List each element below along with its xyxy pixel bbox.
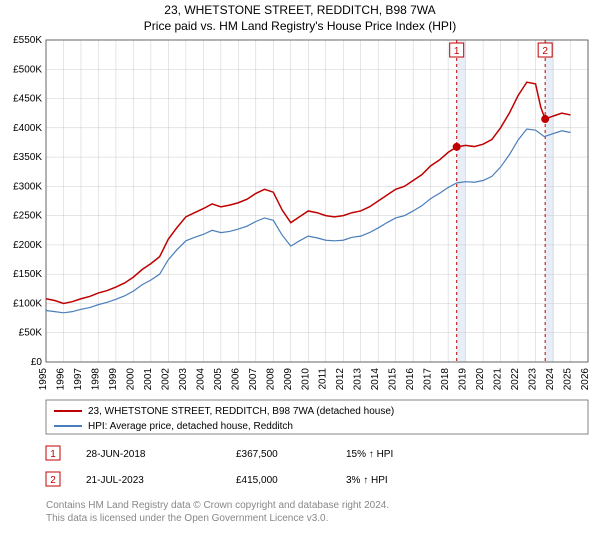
y-tick-label: £150K [13, 269, 42, 280]
x-tick-label: 2022 [510, 368, 521, 391]
x-tick-label: 2003 [178, 368, 189, 391]
x-tick-label: 2020 [475, 368, 486, 391]
sale-row-price: £415,000 [236, 475, 278, 486]
x-tick-label: 2002 [160, 368, 171, 391]
legend-label: 23, WHETSTONE STREET, REDDITCH, B98 7WA … [88, 406, 394, 417]
chart-title-line1: 23, WHETSTONE STREET, REDDITCH, B98 7WA [164, 3, 435, 17]
x-tick-label: 2018 [440, 368, 451, 391]
x-tick-label: 2007 [248, 368, 259, 391]
x-tick-label: 1998 [90, 368, 101, 391]
x-tick-label: 2012 [335, 368, 346, 391]
x-tick-label: 2010 [300, 368, 311, 391]
x-tick-label: 2005 [213, 368, 224, 391]
x-tick-label: 2017 [423, 368, 434, 391]
footer-text: Contains HM Land Registry data © Crown c… [46, 500, 389, 524]
y-tick-label: £100K [13, 298, 42, 309]
y-tick-label: £0 [31, 357, 43, 368]
sale-dot [453, 143, 461, 151]
x-tick-label: 2014 [370, 368, 381, 391]
y-tick-label: £200K [13, 240, 42, 251]
x-tick-label: 2011 [318, 368, 329, 390]
x-tick-label: 2026 [580, 368, 591, 391]
sale-dot [541, 115, 549, 123]
x-tick-label: 2025 [563, 368, 574, 391]
y-tick-label: £550K [13, 35, 42, 46]
y-tick-label: £450K [13, 94, 42, 105]
y-tick-label: £50K [19, 328, 43, 339]
x-tick-label: 2009 [283, 368, 294, 391]
x-tick-label: 2001 [143, 368, 154, 391]
x-tick-label: 2015 [388, 368, 399, 391]
x-tick-label: 2013 [353, 368, 364, 391]
y-tick-label: £500K [13, 64, 42, 75]
y-tick-label: £250K [13, 211, 42, 222]
x-tick-label: 2006 [230, 368, 241, 391]
sales-table: 1 28-JUN-2018 £367,500 15% ↑ HPI 2 21-JUL-202… [46, 446, 393, 486]
sale-row-delta: 15% ↑ HPI [346, 449, 393, 460]
x-tick-label: 2019 [458, 368, 469, 391]
legend-label: HPI: Average price, detached house, Redd… [88, 421, 293, 432]
sale-marker-num: 2 [542, 46, 548, 57]
legend-box: 23, WHETSTONE STREET, REDDITCH, B98 7WA … [46, 400, 588, 434]
x-tick-label: 1997 [73, 368, 84, 391]
sale-row-num: 1 [50, 449, 56, 460]
x-tick-label: 1995 [38, 368, 49, 391]
chart-svg: 23, WHETSTONE STREET, REDDITCH, B98 7WA … [0, 0, 600, 560]
sale-row-date: 28-JUN-2018 [86, 449, 146, 460]
y-tick-label: £350K [13, 152, 42, 163]
sale-marker-num: 1 [454, 46, 460, 57]
plot-border [46, 40, 588, 362]
sale-row-num: 2 [50, 475, 56, 486]
x-tick-label: 2004 [195, 368, 206, 391]
x-tick-label: 2024 [545, 368, 556, 391]
x-tick-label: 2016 [405, 368, 416, 391]
x-tick-label: 2023 [528, 368, 539, 391]
shaded-band [457, 40, 466, 362]
sale-row-delta: 3% ↑ HPI [346, 475, 388, 486]
chart-title-line2: Price paid vs. HM Land Registry's House … [144, 19, 456, 33]
footer-line: This data is licensed under the Open Gov… [46, 513, 328, 524]
x-tick-label: 2008 [265, 368, 276, 391]
plot-area: £0 £50K £100K £150K £200K £250K £300K £350K £400… [13, 35, 591, 390]
y-tick-label: £400K [13, 123, 42, 134]
sale-row-price: £367,500 [236, 449, 278, 460]
x-tick-label: 2000 [125, 368, 136, 391]
shaded-band [545, 40, 554, 362]
x-tick-label: 1996 [55, 368, 66, 391]
y-tick-label: £300K [13, 181, 42, 192]
footer-line: Contains HM Land Registry data © Crown c… [46, 500, 389, 511]
sale-row-date: 21-JUL-2023 [86, 475, 144, 486]
x-tick-label: 1999 [108, 368, 119, 391]
x-tick-label: 2021 [493, 368, 504, 391]
